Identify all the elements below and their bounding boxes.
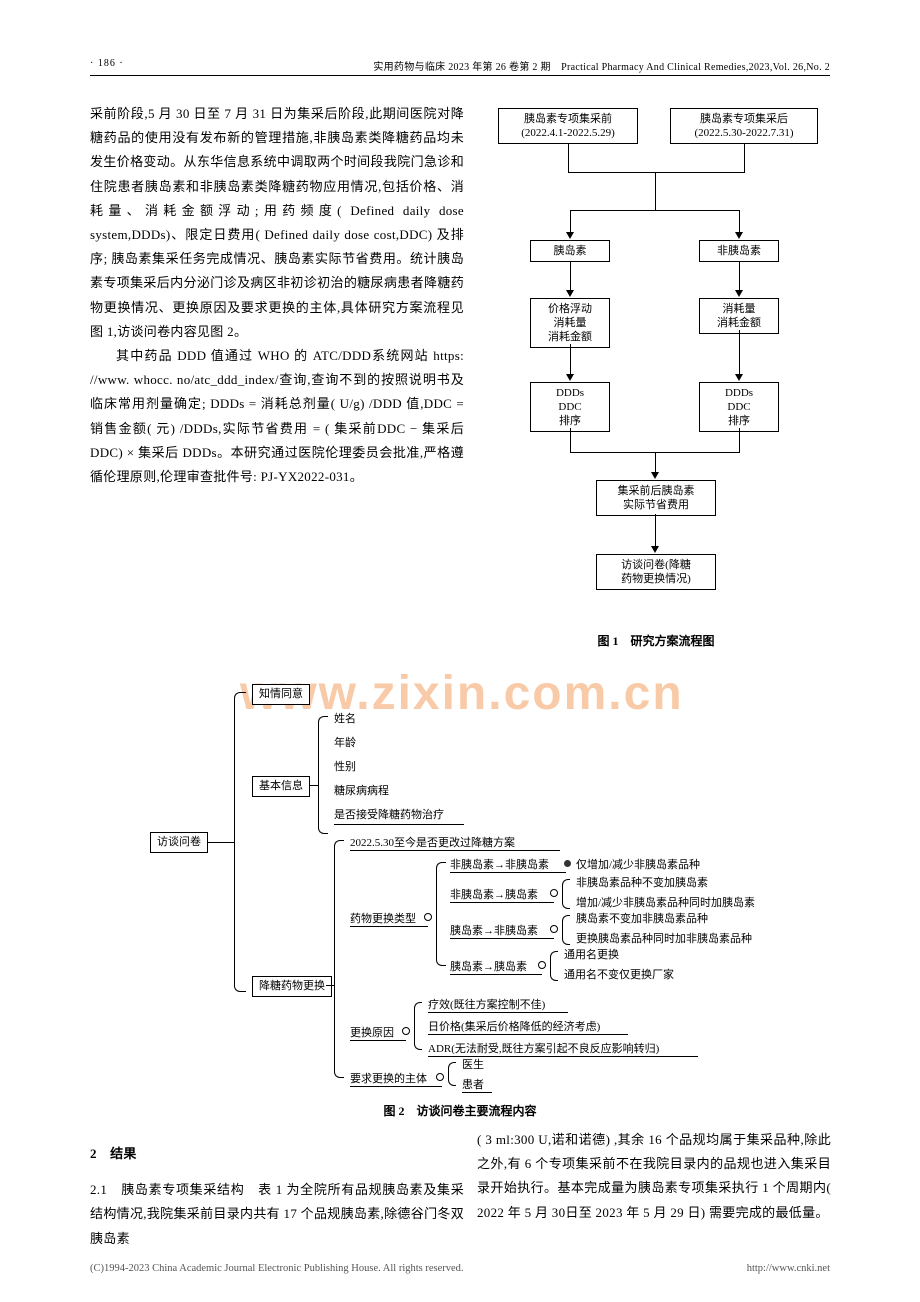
section-2: 2 结果 2.1 胰岛素专项集采结构 表 1 为全院所有品规胰岛素及集采结构情况… [90, 1142, 464, 1251]
fig1-box-consume: 消耗量消耗金额 [699, 298, 779, 334]
fig2-basic: 基本信息 [252, 776, 310, 797]
page-number: · 186 · [90, 58, 124, 73]
fig2-consent: 知情同意 [252, 684, 310, 705]
fig2-root: 访谈问卷 [150, 832, 208, 853]
main-body-text: 采前阶段,5 月 30 日至 7 月 31 日为集采后阶段,此期间医院对降糖药品… [90, 102, 464, 489]
fig2-t3s1: 胰岛素不变加非胰岛素品种 [576, 910, 708, 926]
fig2-c3: 更换原因 [350, 1024, 394, 1040]
section2-p1: 2.1 胰岛素专项集采结构 表 1 为全院所有品规胰岛素及集采结构情况,我院集采… [90, 1178, 464, 1251]
fig2-receive: 是否接受降糖药物治疗 [334, 806, 444, 822]
fig2-caption: 图 2 访谈问卷主要流程内容 [90, 1102, 830, 1119]
fig2-course: 糖尿病病程 [334, 782, 389, 798]
fig1-box-savings: 集采前后胰岛素实际节省费用 [596, 480, 716, 516]
fig2-t1s1: 仅增加/减少非胰岛素品种 [576, 856, 700, 872]
footer-left: (C)1994-2023 China Academic Journal Elec… [90, 1263, 464, 1274]
fig2-t4s1: 通用名更换 [564, 946, 619, 962]
paragraph-1: 采前阶段,5 月 30 日至 7 月 31 日为集采后阶段,此期间医院对降糖药品… [90, 102, 464, 344]
paragraph-2: 其中药品 DDD 值通过 WHO 的 ATC/DDD系统网站 https: //… [90, 344, 464, 489]
page-header: · 186 · 实用药物与临床 2023 年第 26 卷第 2 期 Practi… [90, 58, 830, 76]
figure-2-tree: 访谈问卷 知情同意 基本信息 降糖药物更换 姓名 年龄 性别 糖尿病病程 是否接… [90, 682, 830, 1122]
fig2-r2: 日价格(集采后价格降低的经济考虑) [428, 1018, 600, 1034]
fig2-t4s2: 通用名不变仅更换厂家 [564, 966, 674, 982]
fig2-r3: ADR(无法耐受,既往方案引起不良反应影响转归) [428, 1040, 659, 1056]
fig2-t4: 胰岛素→胰岛素 [450, 958, 527, 974]
section2-head: 2 结果 [90, 1142, 464, 1166]
fig2-t3s2: 更换胰岛素品种同时加非胰岛素品种 [576, 930, 752, 946]
fig2-s2: 患者 [462, 1076, 484, 1092]
fig2-s1: 医生 [462, 1056, 484, 1072]
fig1-box-ddds2: DDDsDDC排序 [699, 382, 779, 432]
fig1-box-insulin: 胰岛素 [530, 240, 610, 262]
fig1-box-post: 胰岛素专项集采后(2022.5.30-2022.7.31) [670, 108, 818, 144]
journal-title: 实用药物与临床 2023 年第 26 卷第 2 期 Practical Phar… [373, 58, 830, 73]
fig2-c1: 2022.5.30至今是否更改过降糖方案 [350, 834, 515, 850]
fig1-box-noninsulin: 非胰岛素 [699, 240, 779, 262]
fig1-caption: 图 1 研究方案流程图 [480, 632, 832, 649]
fig2-t2s2: 增加/减少非胰岛素品种同时加胰岛素 [576, 894, 755, 910]
section-2-right: ( 3 ml:300 U,诺和诺德) ,其余 16 个品规均属于集采品种,除此之… [477, 1128, 831, 1225]
fig2-t2: 非胰岛素→胰岛素 [450, 886, 538, 902]
fig2-c4: 要求更换的主体 [350, 1070, 427, 1086]
fig2-t2s1: 非胰岛素品种不变加胰岛素 [576, 874, 708, 890]
fig2-r1: 疗效(既往方案控制不佳) [428, 996, 545, 1012]
fig1-box-pre: 胰岛素专项集采前(2022.4.1-2022.5.29) [498, 108, 638, 144]
fig1-box-price: 价格浮动消耗量消耗金额 [530, 298, 610, 348]
fig2-name: 姓名 [334, 710, 356, 726]
fig2-t3: 胰岛素→非胰岛素 [450, 922, 538, 938]
fig1-box-interview: 访谈问卷(降糖药物更换情况) [596, 554, 716, 590]
fig1-box-ddds1: DDDsDDC排序 [530, 382, 610, 432]
fig2-age: 年龄 [334, 734, 356, 750]
footer-right: http://www.cnki.net [747, 1263, 830, 1274]
figure-1-flowchart: 胰岛素专项集采前(2022.4.1-2022.5.29) 胰岛素专项集采后(20… [480, 102, 832, 646]
page-footer: (C)1994-2023 China Academic Journal Elec… [90, 1263, 830, 1274]
fig2-t1: 非胰岛素→非胰岛素 [450, 856, 549, 872]
fig2-change: 降糖药物更换 [252, 976, 332, 997]
section2-p2: ( 3 ml:300 U,诺和诺德) ,其余 16 个品规均属于集采品种,除此之… [477, 1128, 831, 1225]
fig2-sex: 性别 [334, 758, 356, 774]
fig2-c2: 药物更换类型 [350, 910, 416, 926]
